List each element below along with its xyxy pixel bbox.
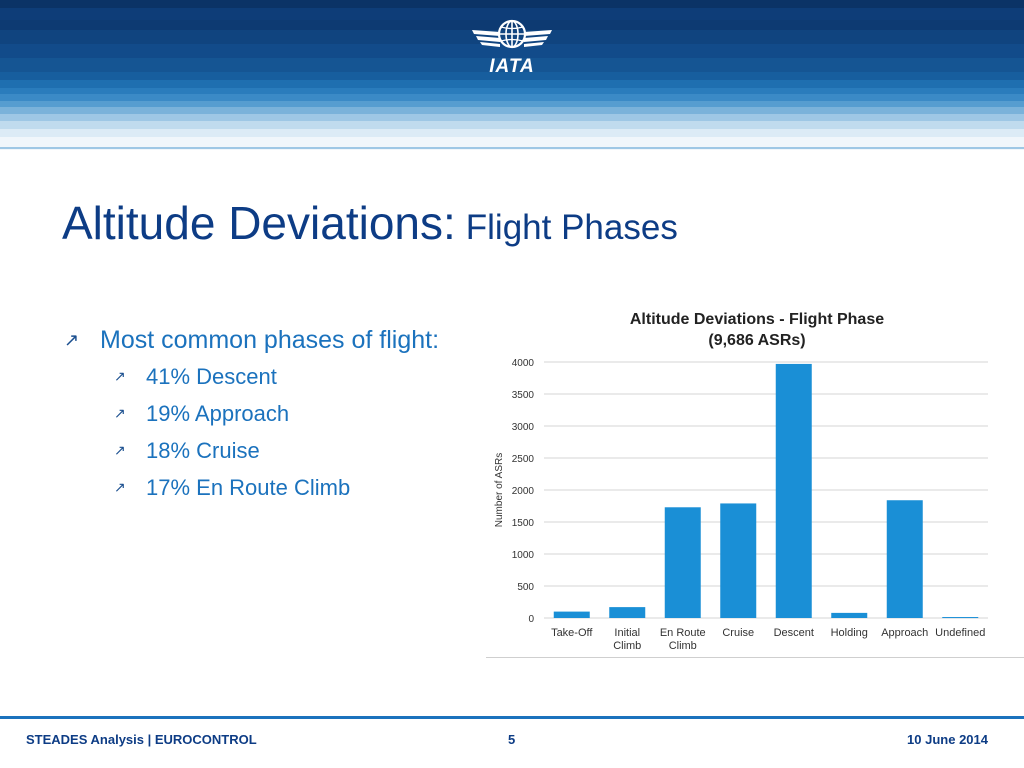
bar: [664, 507, 701, 618]
title-subtitle: Flight Phases: [465, 208, 678, 247]
header-band: IATA: [0, 0, 1024, 150]
y-tick-label: 500: [517, 582, 534, 593]
slide-title: Altitude Deviations: Flight Phases: [62, 196, 678, 250]
y-tick-label: 4000: [512, 358, 535, 369]
footer-divider: [0, 716, 1024, 719]
x-tick-label: Initial: [614, 627, 640, 639]
y-tick-label: 2000: [512, 486, 535, 497]
bullet-text: Most common phases of flight:: [100, 326, 440, 354]
globe-wings-icon: [472, 19, 552, 49]
footer-source: STEADES Analysis | EUROCONTROL: [26, 732, 257, 747]
sub-bullet-text: 17% En Route Climb: [146, 475, 351, 500]
x-tick-label: Climb: [669, 640, 697, 652]
chart-subtitle: (9,686 ASRs): [708, 332, 805, 349]
x-tick-label: Holding: [831, 627, 868, 639]
sub-bullet-item: ↗ 41% Descent: [62, 358, 439, 395]
chart-bottom-border: [486, 657, 1024, 658]
bar: [831, 612, 868, 618]
arrow-bullet-icon: ↗: [114, 442, 126, 458]
bar: [720, 503, 757, 618]
arrow-bullet-icon: ↗: [114, 368, 126, 384]
arrow-bullet-icon: ↗: [64, 330, 80, 350]
sub-bullet-text: 18% Cruise: [146, 438, 260, 463]
sub-bullet-text: 41% Descent: [146, 364, 277, 389]
x-tick-label: Cruise: [722, 627, 754, 639]
x-tick-label: En Route: [660, 627, 706, 639]
chart-svg: Altitude Deviations - Flight Phase (9,686…: [494, 311, 988, 652]
sub-bullet-item: ↗ 18% Cruise: [62, 432, 439, 469]
sub-bullet-item: ↗ 17% En Route Climb: [62, 469, 439, 506]
y-axis-label: Number of ASRs: [494, 453, 505, 527]
title-main: Altitude Deviations:: [62, 197, 456, 249]
chart-title: Altitude Deviations - Flight Phase: [630, 311, 884, 328]
iata-logo: IATA: [470, 14, 554, 78]
y-tick-label: 1500: [512, 518, 535, 529]
sub-bullet-text: 19% Approach: [146, 401, 290, 426]
x-tick-label: Undefined: [935, 627, 985, 639]
y-tick-label: 3500: [512, 390, 535, 401]
y-tick-label: 3000: [512, 422, 535, 433]
x-tick-label: Descent: [774, 627, 814, 639]
bullet-item: ↗ Most common phases of flight:: [62, 322, 439, 358]
x-tick-label: Take-Off: [551, 627, 593, 639]
y-tick-label: 1000: [512, 550, 535, 561]
bar: [609, 607, 646, 618]
x-tick-label: Approach: [881, 627, 928, 639]
bar: [553, 611, 590, 618]
bullet-list: ↗ Most common phases of flight: ↗ 41% De…: [62, 322, 439, 506]
arrow-bullet-icon: ↗: [114, 479, 126, 495]
x-tick-label: Climb: [613, 640, 641, 652]
sub-bullet-item: ↗ 19% Approach: [62, 395, 439, 432]
logo-text: IATA: [489, 56, 535, 77]
y-tick-label: 0: [528, 614, 534, 625]
page-number: 5: [508, 732, 516, 747]
arrow-bullet-icon: ↗: [114, 405, 126, 421]
bar: [942, 617, 979, 619]
bar: [775, 363, 812, 618]
footer-date: 10 June 2014: [907, 732, 988, 747]
bar-chart: Altitude Deviations - Flight Phase (9,686…: [486, 300, 1024, 660]
y-tick-label: 2500: [512, 454, 535, 465]
bar: [886, 500, 923, 618]
